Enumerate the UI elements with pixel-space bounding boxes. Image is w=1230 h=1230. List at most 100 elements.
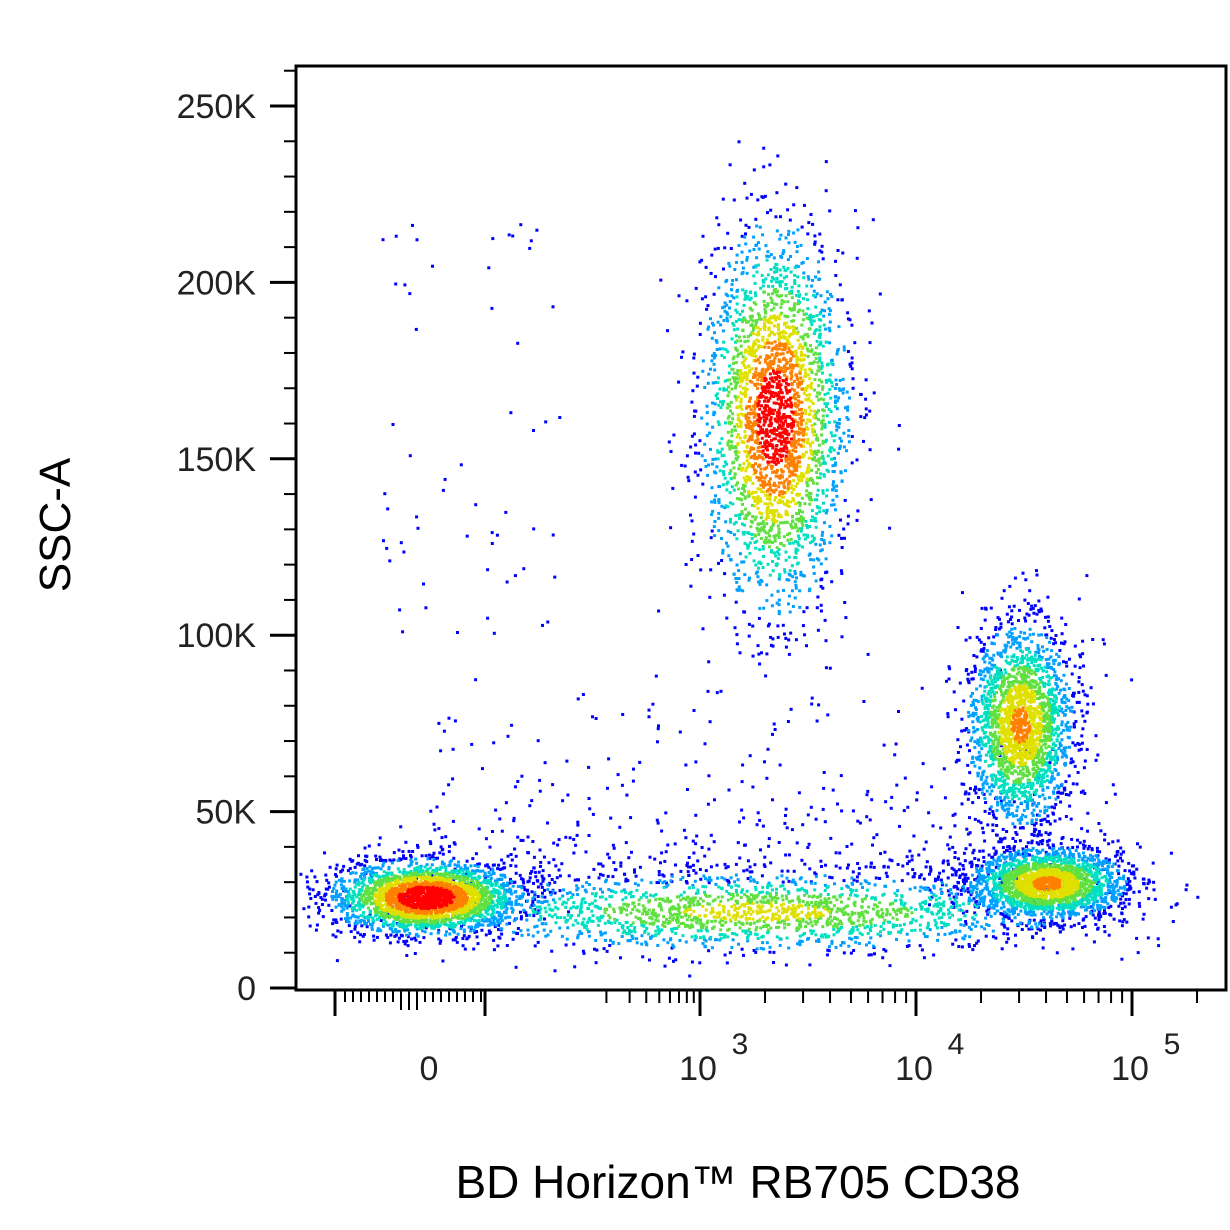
- event-point: [776, 635, 780, 639]
- event-point: [1121, 894, 1125, 898]
- event-point: [486, 912, 490, 916]
- event-point: [876, 932, 880, 936]
- event-point: [859, 415, 863, 419]
- event-point: [985, 649, 989, 652]
- event-point: [793, 596, 797, 600]
- event-point: [970, 860, 974, 864]
- event-point: [478, 915, 482, 918]
- event-point: [875, 833, 879, 837]
- event-point: [409, 863, 413, 867]
- event-point: [1088, 858, 1092, 862]
- event-point: [727, 261, 731, 265]
- event-point: [1033, 619, 1037, 623]
- event-point: [399, 825, 403, 829]
- event-point: [352, 891, 356, 895]
- event-point: [592, 867, 596, 871]
- event-point: [854, 209, 857, 213]
- event-point: [831, 498, 835, 502]
- event-point: [1032, 918, 1036, 922]
- event-point: [1021, 571, 1025, 575]
- event-point: [1053, 806, 1056, 810]
- event-point: [1025, 612, 1029, 616]
- event-point: [1091, 913, 1095, 917]
- event-point: [475, 869, 479, 873]
- event-point: [1049, 757, 1053, 761]
- event-point: [1041, 645, 1044, 649]
- event-point: [691, 863, 695, 867]
- event-point: [330, 909, 334, 912]
- event-point: [514, 900, 518, 904]
- event-point: [985, 705, 989, 709]
- event-point: [627, 932, 631, 936]
- event-point: [757, 616, 761, 620]
- event-point: [474, 852, 478, 856]
- event-point: [776, 624, 780, 628]
- event-point: [712, 413, 716, 417]
- event-point: [899, 929, 903, 933]
- event-point: [889, 806, 893, 810]
- event-point: [960, 909, 964, 913]
- event-point: [1082, 859, 1086, 863]
- event-point: [1053, 767, 1057, 771]
- event-point: [576, 936, 580, 940]
- event-point: [394, 927, 398, 931]
- event-point: [985, 775, 989, 779]
- event-point: [370, 927, 374, 931]
- event-point: [818, 249, 822, 253]
- event-point: [805, 284, 809, 288]
- event-point: [743, 610, 747, 614]
- event-point: [800, 225, 804, 229]
- event-point: [367, 879, 371, 883]
- event-point: [922, 932, 926, 936]
- event-point: [1044, 615, 1047, 619]
- event-point: [381, 924, 385, 928]
- event-point: [413, 936, 417, 940]
- event-point: [1090, 848, 1094, 852]
- event-point: [729, 558, 733, 562]
- event-point: [1045, 675, 1049, 679]
- event-point: [1059, 679, 1063, 683]
- event-point: [1012, 604, 1016, 608]
- event-point: [1009, 618, 1012, 621]
- event-point: [994, 849, 998, 853]
- event-point: [1038, 795, 1042, 798]
- event-point: [723, 476, 727, 480]
- event-point: [700, 846, 704, 849]
- event-point: [692, 851, 696, 855]
- event-point: [910, 854, 914, 858]
- event-point: [1002, 781, 1006, 785]
- event-point: [428, 866, 432, 870]
- event-point: [401, 850, 405, 854]
- event-point: [838, 444, 842, 448]
- event-point: [333, 883, 337, 887]
- event-point: [581, 949, 585, 953]
- event-point: [826, 454, 830, 458]
- event-point: [977, 755, 981, 759]
- event-point: [994, 872, 998, 876]
- event-point: [1003, 643, 1007, 647]
- event-point: [828, 309, 832, 313]
- event-point: [831, 483, 835, 487]
- event-point: [830, 876, 834, 880]
- event-point: [1094, 734, 1098, 738]
- event-point: [596, 923, 600, 927]
- event-point: [755, 570, 759, 574]
- event-point: [414, 857, 418, 861]
- event-point: [1064, 793, 1068, 796]
- event-point: [1038, 654, 1041, 658]
- event-point: [692, 869, 696, 872]
- event-point: [900, 895, 904, 898]
- event-point: [987, 750, 990, 754]
- event-point: [496, 944, 500, 948]
- event-point: [723, 506, 727, 510]
- event-point: [1096, 753, 1100, 757]
- event-point: [1046, 682, 1050, 686]
- event-point: [570, 896, 573, 899]
- event-point: [843, 536, 846, 540]
- event-point: [633, 882, 637, 886]
- event-point: [830, 434, 834, 438]
- event-point: [981, 826, 985, 830]
- event-point: [405, 933, 409, 937]
- event-point: [1000, 744, 1004, 748]
- event-point: [845, 866, 849, 870]
